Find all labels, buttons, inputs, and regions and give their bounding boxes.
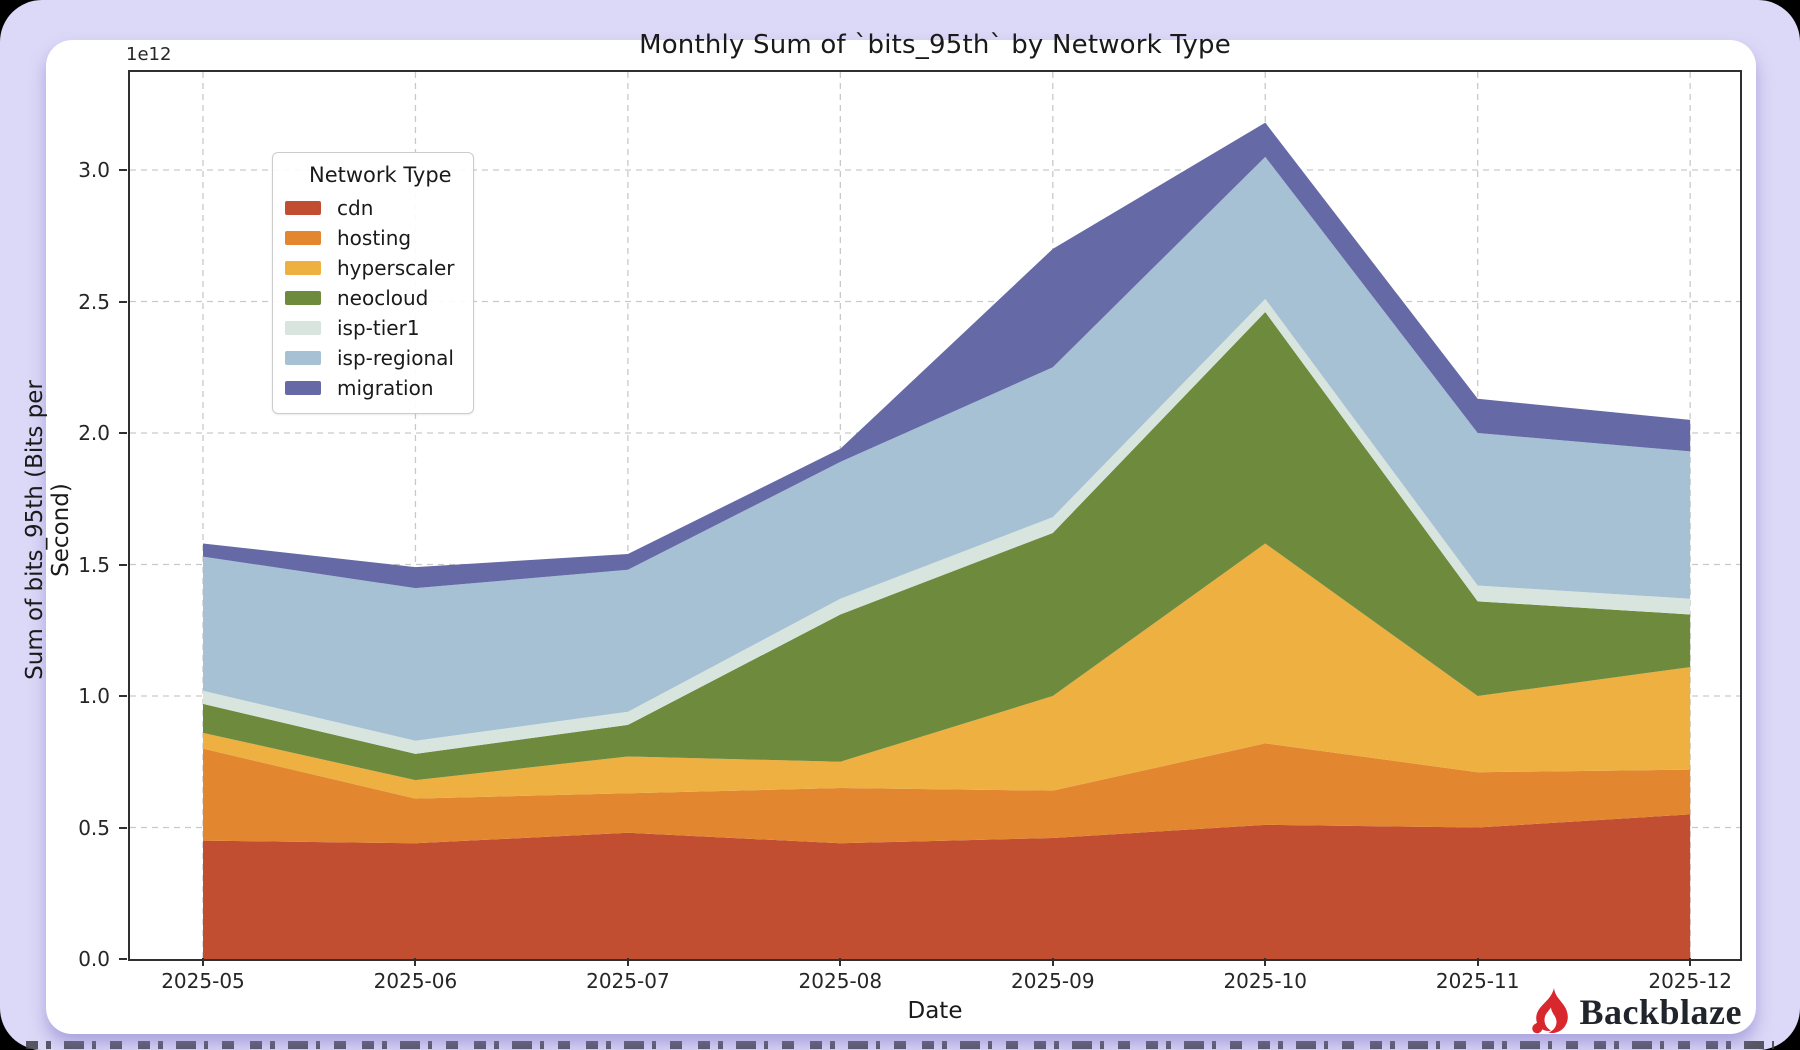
legend-swatch-neocloud xyxy=(285,291,321,305)
legend-item-migration: migration xyxy=(285,373,455,403)
legend-label: hyperscaler xyxy=(337,256,455,280)
area-cdn xyxy=(203,814,1691,959)
legend-swatch-hosting xyxy=(285,231,321,245)
y-tick-label: 1.5 xyxy=(78,552,110,577)
x-tick-label: 2025-07 xyxy=(586,969,670,993)
x-tick-label: 2025-06 xyxy=(373,969,458,993)
y-tick-label: 0.5 xyxy=(78,815,110,840)
plot-area: Network Type cdn hosting hyperscaler neoclo… xyxy=(128,70,1742,961)
x-axis-label: Date xyxy=(907,998,963,1024)
x-tick-mark xyxy=(1051,958,1054,966)
legend-swatch-isp-tier1 xyxy=(285,321,321,335)
y-tick-label: 2.5 xyxy=(78,289,110,314)
x-tick-mark xyxy=(202,958,204,966)
legend-swatch-hyperscaler xyxy=(285,261,321,275)
y-tick-label: 3.0 xyxy=(78,158,110,182)
area-hosting xyxy=(203,743,1691,844)
x-tick-label: 2025-05 xyxy=(161,969,245,993)
x-tick-mark xyxy=(1689,958,1692,966)
legend-item-isp-tier1: isp-tier1 xyxy=(285,313,455,343)
area-hyperscaler xyxy=(203,543,1691,799)
x-tick-label: 2025-12 xyxy=(1648,969,1732,993)
y-tick-mark xyxy=(119,563,127,566)
legend-label: hosting xyxy=(337,226,412,250)
legend-title: Network Type xyxy=(309,163,452,187)
backblaze-logo: Backblaze xyxy=(1531,988,1743,1036)
x-tick-mark xyxy=(1264,958,1267,966)
x-tick-label: 2025-10 xyxy=(1223,969,1308,993)
stacked-area-plot xyxy=(130,72,1740,959)
x-tick-mark xyxy=(839,958,842,966)
chart-title: Monthly Sum of `bits_95th` by Network Ty… xyxy=(639,30,1231,60)
x-tick-label: 2025-08 xyxy=(798,969,883,993)
x-tick-label: 2025-09 xyxy=(1011,969,1095,993)
y-axis-label: Sum of bits_95th (Bits per Second) xyxy=(22,380,74,680)
y-tick-label: 0.0 xyxy=(78,947,110,971)
legend-label: isp-tier1 xyxy=(337,316,420,340)
y-tick-label: 1.0 xyxy=(78,684,110,708)
y-tick-mark xyxy=(119,432,127,434)
y-tick-mark xyxy=(119,300,127,303)
y-tick-mark xyxy=(119,169,127,171)
area-isp-regional xyxy=(203,156,1691,741)
legend-item-isp-regional: isp-regional xyxy=(285,343,455,373)
legend-label: neocloud xyxy=(337,286,429,310)
y-tick-mark xyxy=(119,695,127,697)
legend-label: migration xyxy=(337,376,434,400)
legend-item-hosting: hosting xyxy=(285,223,455,253)
area-migration xyxy=(203,122,1691,589)
x-tick-label: 2025-11 xyxy=(1435,969,1520,993)
legend-swatch-isp-regional xyxy=(285,351,321,365)
legend-item-cdn: cdn xyxy=(285,193,455,223)
y-tick-label: 2.0 xyxy=(78,421,110,445)
legend-swatch-cdn xyxy=(285,201,321,215)
legend-label: isp-regional xyxy=(337,346,454,370)
backblaze-flame-icon xyxy=(1531,988,1568,1034)
x-tick-mark xyxy=(626,958,629,966)
y-tick-mark xyxy=(119,958,127,960)
y-axis-offset-label: 1e12 xyxy=(126,44,172,65)
legend: Network Type cdn hosting hyperscaler neoclo… xyxy=(272,152,474,414)
x-tick-mark xyxy=(414,958,417,966)
bottom-dash-texture xyxy=(26,1041,1774,1049)
area-neocloud xyxy=(203,312,1691,781)
legend-label: cdn xyxy=(337,196,374,220)
backblaze-wordmark: Backblaze xyxy=(1579,992,1742,1032)
legend-item-neocloud: neocloud xyxy=(285,283,455,313)
legend-swatch-migration xyxy=(285,381,321,395)
y-tick-mark xyxy=(119,826,127,829)
legend-item-hyperscaler: hyperscaler xyxy=(285,253,455,283)
x-tick-mark xyxy=(1476,958,1479,966)
